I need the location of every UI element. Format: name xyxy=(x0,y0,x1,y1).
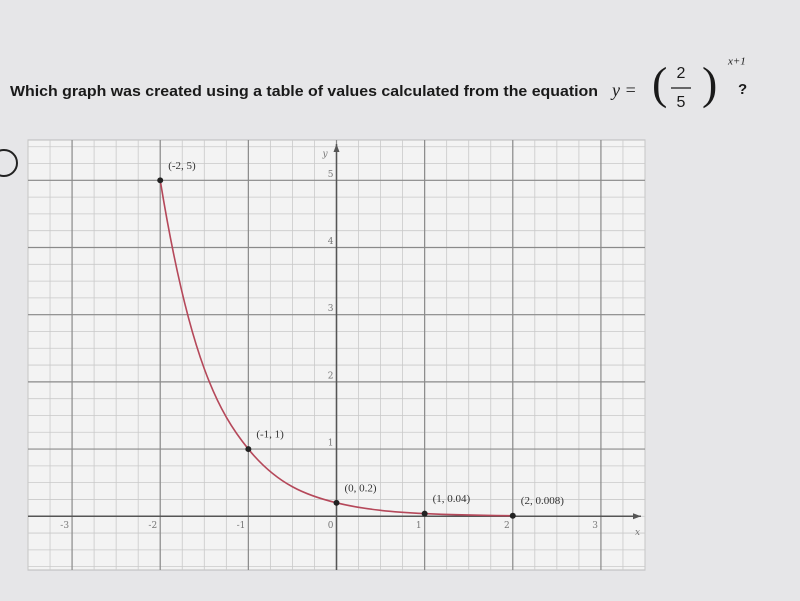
y-tick-label: 1 xyxy=(328,439,334,449)
x-axis-label: x xyxy=(635,528,640,538)
curve xyxy=(159,180,513,517)
plot: -3 -2 -1 0 1 2 3 1 2 3 4 5 x y (-2, 5) (-1, 1) (0, 0.2) (… xyxy=(27,140,646,570)
point xyxy=(421,510,428,517)
x-tick-label: 0 xyxy=(328,521,334,531)
x-tick-label: 3 xyxy=(592,521,598,531)
point-label: (2, 0.008) xyxy=(521,495,564,507)
point xyxy=(245,446,252,453)
y-tick-label: 4 xyxy=(328,237,334,247)
point-label: (1, 0.04) xyxy=(433,493,471,505)
x-tick-label: -1 xyxy=(237,521,246,531)
paren-right: ) xyxy=(702,58,717,109)
numerator: 2 xyxy=(677,65,686,82)
y-axis-label: y xyxy=(322,150,329,160)
point xyxy=(333,499,340,506)
x-tick-label: -3 xyxy=(60,521,69,531)
x-axis-arrow xyxy=(633,513,641,520)
question-text: Which graph was created using a table of… xyxy=(10,83,598,100)
point-label: (-2, 5) xyxy=(168,160,196,172)
point xyxy=(157,177,164,184)
point xyxy=(509,512,516,519)
denominator: 5 xyxy=(677,94,686,111)
y-axis-arrow xyxy=(333,144,340,152)
y-tick-label: 2 xyxy=(328,371,334,381)
x-tick-label: -2 xyxy=(148,521,157,531)
paren-left: ( xyxy=(652,58,667,109)
radio-button[interactable] xyxy=(0,149,18,177)
point-label: (0, 0.2) xyxy=(345,482,377,494)
question-mark: ? xyxy=(738,81,747,98)
y-tick-label: 5 xyxy=(328,170,334,180)
equation-lhs: y = xyxy=(610,80,637,100)
exponent: x+1 xyxy=(727,56,746,68)
point-label: (-1, 1) xyxy=(256,429,284,441)
y-tick-label: 3 xyxy=(328,304,334,314)
x-tick-label: 1 xyxy=(416,521,422,531)
x-tick-label: 2 xyxy=(504,521,510,531)
